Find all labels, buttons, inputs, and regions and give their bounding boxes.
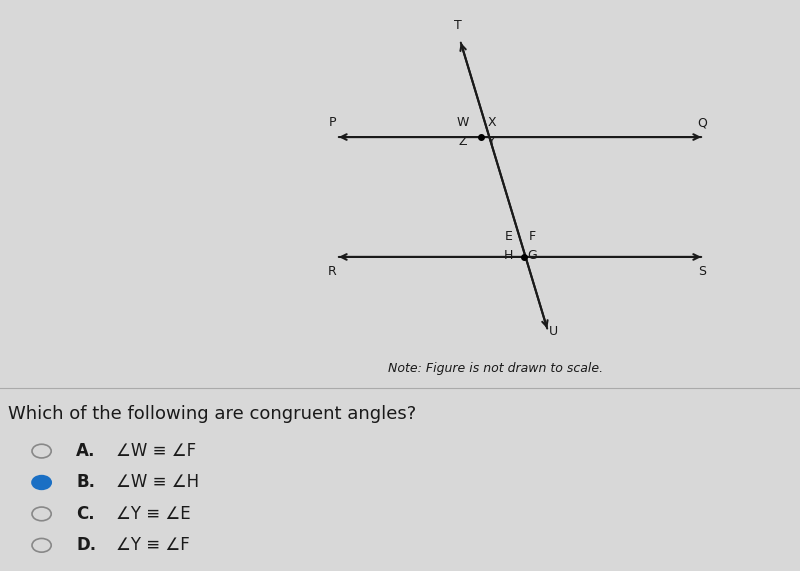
Text: S: S — [698, 265, 706, 278]
Text: U: U — [549, 325, 558, 337]
Text: B.: B. — [76, 473, 95, 492]
Text: ∠W ≡ ∠H: ∠W ≡ ∠H — [116, 473, 199, 492]
Text: Note: Figure is not drawn to scale.: Note: Figure is not drawn to scale. — [389, 362, 603, 375]
Text: ∠Y ≡ ∠F: ∠Y ≡ ∠F — [116, 536, 190, 554]
Text: D.: D. — [76, 536, 96, 554]
Text: P: P — [328, 116, 336, 129]
Text: ∠W ≡ ∠F: ∠W ≡ ∠F — [116, 442, 196, 460]
Text: F: F — [529, 231, 535, 243]
Text: A.: A. — [76, 442, 95, 460]
Text: E: E — [505, 231, 513, 243]
Text: W: W — [456, 116, 469, 129]
Text: G: G — [527, 250, 537, 262]
Text: ∠Y ≡ ∠E: ∠Y ≡ ∠E — [116, 505, 190, 523]
Text: Z: Z — [458, 135, 466, 148]
Text: R: R — [328, 265, 336, 278]
Circle shape — [32, 476, 51, 489]
Text: Which of the following are congruent angles?: Which of the following are congruent ang… — [8, 405, 416, 423]
Text: Y: Y — [488, 135, 496, 148]
Text: C.: C. — [76, 505, 94, 523]
Text: H: H — [504, 250, 514, 262]
Text: T: T — [454, 19, 462, 32]
Text: Q: Q — [698, 116, 707, 129]
Text: X: X — [488, 116, 496, 129]
